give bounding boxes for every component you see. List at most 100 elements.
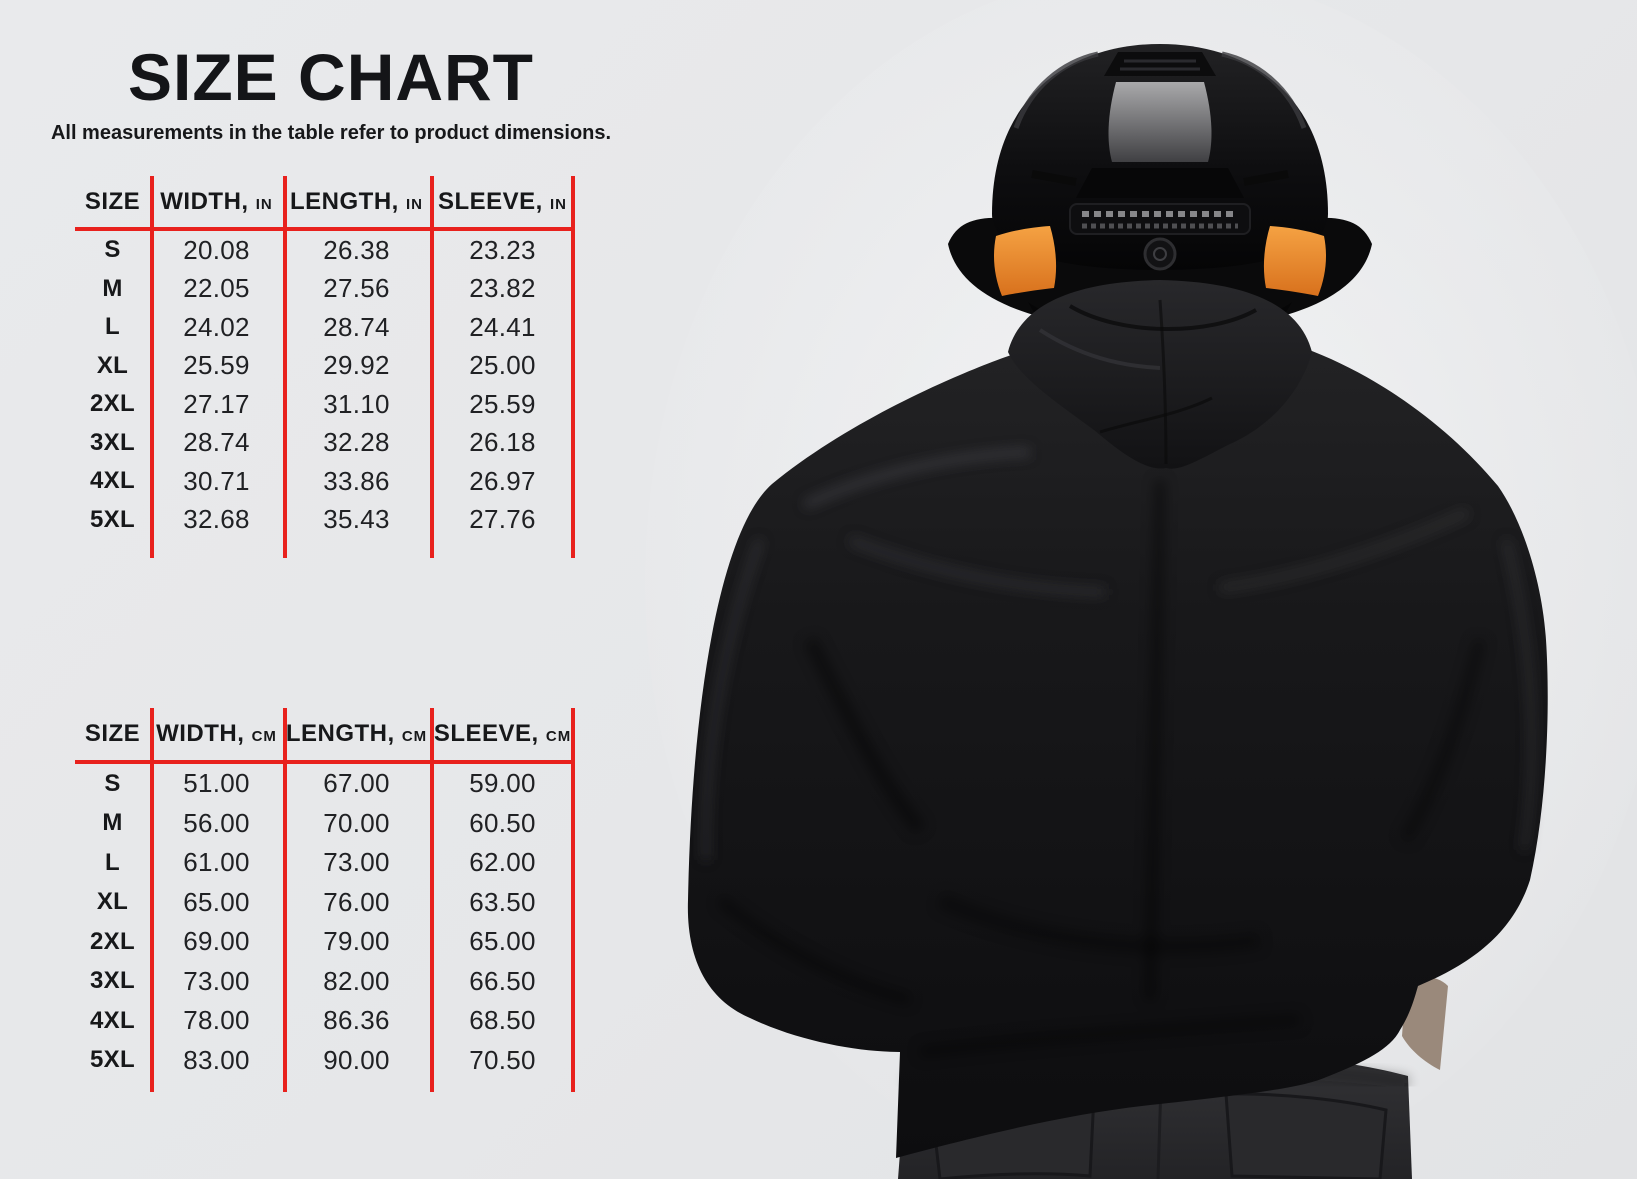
cell-sleeve: 23.23 <box>469 234 536 265</box>
cell-width: 61.00 <box>183 847 250 878</box>
table-header-rule <box>75 227 575 231</box>
cell-size: XL <box>96 351 129 379</box>
cell-width: 27.17 <box>183 388 250 419</box>
cell-sleeve: 25.00 <box>469 350 536 381</box>
table-row: 5XL 83.00 90.00 70.50 <box>75 1041 575 1081</box>
col-header-length: LENGTH, IN <box>290 187 423 215</box>
cell-sleeve: 62.00 <box>469 847 536 878</box>
cell-length: 32.28 <box>323 427 390 458</box>
helmet-reflective-strip <box>1069 203 1251 235</box>
table-row: 5XL 32.68 35.43 27.76 <box>75 501 575 540</box>
helmet-reflector-left <box>994 226 1057 296</box>
table-header-row: SIZE WIDTH, CM LENGTH, CM SLEEVE, CM <box>75 708 575 760</box>
cell-width: 25.59 <box>183 350 250 381</box>
table-row: 2XL 27.17 31.10 25.59 <box>75 385 575 424</box>
table-row: 2XL 69.00 79.00 65.00 <box>75 922 575 962</box>
table-divider <box>283 708 287 1092</box>
cell-width: 69.00 <box>183 926 250 957</box>
table-row: S 51.00 67.00 59.00 <box>75 764 575 804</box>
helmet-emblem <box>1143 237 1177 271</box>
table-divider <box>150 176 154 558</box>
cell-length: 28.74 <box>323 311 390 342</box>
table-divider <box>283 176 287 558</box>
size-table-centimeters: SIZE WIDTH, CM LENGTH, CM SLEEVE, CM S 5… <box>75 708 575 1092</box>
helmet-reflector-right <box>1263 226 1326 296</box>
cell-length: 79.00 <box>323 926 390 957</box>
cell-width: 56.00 <box>183 807 250 838</box>
cell-length: 70.00 <box>323 807 390 838</box>
cell-sleeve: 66.50 <box>469 965 536 996</box>
table-header-rule <box>75 760 575 764</box>
cell-size: 4XL <box>90 1006 135 1034</box>
cell-size: 3XL <box>90 428 135 456</box>
table-body: S 51.00 67.00 59.00 M 56.00 70.00 60.50 … <box>75 760 575 1080</box>
hoodie-creases <box>702 448 1535 1058</box>
table-row: XL 25.59 29.92 25.00 <box>75 347 575 386</box>
col-header-size: SIZE <box>84 720 141 747</box>
col-header-width: WIDTH, IN <box>160 187 273 215</box>
cell-width: 24.02 <box>183 311 250 342</box>
cell-length: 82.00 <box>323 965 390 996</box>
cell-sleeve: 26.97 <box>469 465 536 496</box>
hood <box>1008 280 1312 469</box>
table-row: M 56.00 70.00 60.50 <box>75 804 575 844</box>
cell-sleeve: 26.18 <box>469 427 536 458</box>
table-row: XL 65.00 76.00 63.50 <box>75 883 575 923</box>
col-header-size: SIZE <box>84 187 141 215</box>
table-row: L 24.02 28.74 24.41 <box>75 308 575 347</box>
col-header-length: LENGTH, CM <box>285 720 428 747</box>
cell-width: 78.00 <box>183 1005 250 1036</box>
size-table-inches: SIZE WIDTH, IN LENGTH, IN SLEEVE, IN S 2… <box>75 176 575 558</box>
helmet-top-vent <box>1104 52 1216 76</box>
cell-width: 30.71 <box>183 465 250 496</box>
cell-size: S <box>104 236 121 264</box>
table-header-row: SIZE WIDTH, IN LENGTH, IN SLEEVE, IN <box>75 176 575 227</box>
cell-size: 2XL <box>90 927 135 955</box>
cell-sleeve: 25.59 <box>469 388 536 419</box>
cell-size: S <box>104 769 121 797</box>
cell-length: 27.56 <box>323 273 390 304</box>
cell-length: 73.00 <box>323 847 390 878</box>
cell-width: 28.74 <box>183 427 250 458</box>
cell-width: 51.00 <box>183 768 250 799</box>
helmet-gray-panel <box>1108 82 1212 162</box>
table-row: 4XL 30.71 33.86 26.97 <box>75 462 575 501</box>
cell-length: 35.43 <box>323 504 390 535</box>
helmet-mid-vent <box>1076 168 1244 198</box>
cell-length: 26.38 <box>323 234 390 265</box>
table-divider <box>150 708 154 1092</box>
col-header-sleeve: SLEEVE, CM <box>433 720 572 747</box>
model-photo <box>645 0 1637 1179</box>
cell-length: 76.00 <box>323 886 390 917</box>
cell-length: 90.00 <box>323 1044 390 1075</box>
table-row: 3XL 73.00 82.00 66.50 <box>75 962 575 1002</box>
cell-length: 86.36 <box>323 1005 390 1036</box>
table-row: 3XL 28.74 32.28 26.18 <box>75 424 575 463</box>
cell-size: L <box>105 313 120 341</box>
cell-sleeve: 24.41 <box>469 311 536 342</box>
page-title: SIZE CHART <box>128 40 534 114</box>
col-header-width: WIDTH, CM <box>156 720 277 747</box>
cell-length: 33.86 <box>323 465 390 496</box>
table-row: 4XL 78.00 86.36 68.50 <box>75 1001 575 1041</box>
cell-size: 3XL <box>90 967 135 995</box>
col-header-sleeve: SLEEVE, IN <box>437 187 568 215</box>
cell-sleeve: 70.50 <box>469 1044 536 1075</box>
table-divider <box>571 176 575 558</box>
table-row: M 22.05 27.56 23.82 <box>75 270 575 309</box>
cell-sleeve: 59.00 <box>469 768 536 799</box>
cell-size: M <box>102 809 123 837</box>
jeans-pocket-right <box>1224 1092 1388 1179</box>
cell-sleeve: 63.50 <box>469 886 536 917</box>
cell-width: 73.00 <box>183 965 250 996</box>
table-row: S 20.08 26.38 23.23 <box>75 231 575 270</box>
table-divider <box>571 708 575 1092</box>
subtitle: All measurements in the table refer to p… <box>50 122 612 144</box>
cell-width: 83.00 <box>183 1044 250 1075</box>
cell-sleeve: 68.50 <box>469 1005 536 1036</box>
cell-length: 29.92 <box>323 350 390 381</box>
cell-width: 20.08 <box>183 234 250 265</box>
cell-width: 32.68 <box>183 504 250 535</box>
cell-size: XL <box>96 888 129 916</box>
